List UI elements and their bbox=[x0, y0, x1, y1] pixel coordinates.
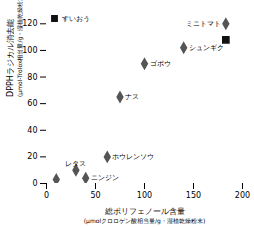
svg-text:レタス: レタス bbox=[65, 160, 86, 168]
svg-text:0: 0 bbox=[32, 179, 37, 188]
svg-text:ニンジン: ニンジン bbox=[91, 174, 119, 182]
svg-text:20: 20 bbox=[27, 152, 37, 161]
svg-text:60: 60 bbox=[27, 99, 37, 108]
svg-text:すいおう: すいおう bbox=[62, 15, 90, 23]
svg-text:50: 50 bbox=[90, 191, 100, 200]
svg-text:(μmolクロロゲン酸相当量/g・湿植乾燥粉末): (μmolクロロゲン酸相当量/g・湿植乾燥粉末) bbox=[84, 217, 206, 225]
svg-text:200: 200 bbox=[235, 191, 250, 200]
svg-text:シュンギク: シュンギク bbox=[189, 44, 224, 52]
svg-text:DPPHラジカル消去能: DPPHラジカル消去能 bbox=[6, 19, 15, 97]
svg-text:150: 150 bbox=[186, 191, 201, 200]
svg-text:100: 100 bbox=[137, 191, 152, 200]
svg-text:40: 40 bbox=[27, 126, 37, 135]
svg-text:ナス: ナス bbox=[125, 93, 139, 101]
svg-text:ミニトマト: ミニトマト bbox=[186, 20, 221, 28]
svg-text:0: 0 bbox=[44, 191, 49, 200]
svg-text:総ポリフェノール含量: 総ポリフェノール含量 bbox=[104, 207, 185, 216]
svg-text:ゴボウ: ゴボウ bbox=[150, 60, 171, 68]
svg-text:100: 100 bbox=[22, 46, 37, 55]
svg-text:ホウレンソウ: ホウレンソウ bbox=[112, 153, 154, 161]
svg-text:(μmol-Trolox相当量/g・湿植乾燥粉末): (μmol-Trolox相当量/g・湿植乾燥粉末) bbox=[16, 0, 24, 97]
svg-text:80: 80 bbox=[27, 73, 37, 82]
svg-text:120: 120 bbox=[22, 19, 37, 28]
